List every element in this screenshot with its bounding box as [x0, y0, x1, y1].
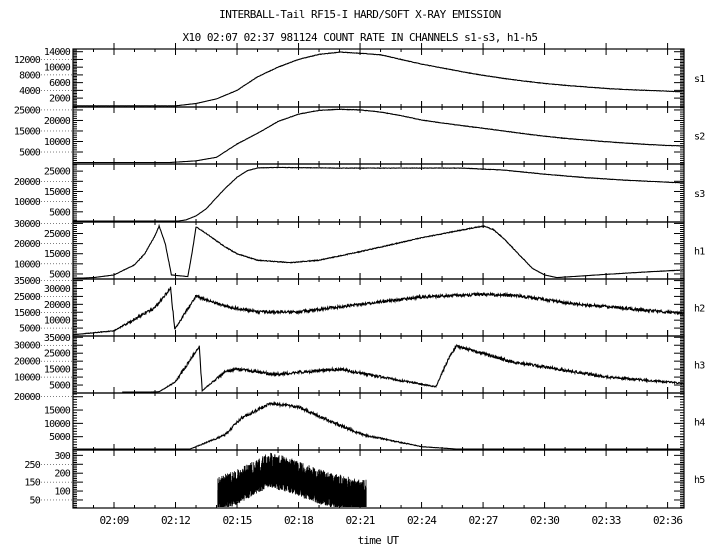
y-tick-label-s1: 8000 [19, 70, 41, 81]
y-tick-label-s1: 6000 [49, 78, 71, 89]
y-tick-label-h5: 50 [30, 495, 41, 506]
channel-label-h5: h5 [694, 475, 705, 486]
channel-label-h4: h4 [694, 418, 705, 429]
panel-frame-h3 [72, 335, 685, 394]
channel-label-h1: h1 [694, 247, 705, 258]
y-tick-label-s2: 20000 [44, 116, 71, 127]
y-tick-label-h4: 20000 [14, 392, 41, 403]
y-tick-label-h5: 300 [54, 451, 70, 462]
y-tick-label-h5: 250 [24, 460, 40, 471]
y-tick-label-s3: 5000 [49, 207, 71, 218]
series-s3 [73, 166, 684, 222]
y-tick-label-h3: 35000 [44, 333, 71, 344]
series-h2 [73, 286, 685, 336]
y-tick-label-h3: 20000 [14, 357, 41, 368]
y-tick-label-h5: 200 [54, 469, 70, 480]
channel-label-s1: s1 [694, 74, 705, 85]
chart-title: INTERBALL-Tail RF15-I HARD/SOFT X-RAY EM… [219, 8, 501, 21]
y-tick-label-s3: 10000 [14, 197, 41, 208]
series-s2 [73, 108, 684, 164]
panel-frame-h4 [72, 392, 685, 451]
y-tick-label-s2: 15000 [14, 126, 41, 137]
y-tick-label-s1: 4000 [19, 86, 41, 97]
y-tick-label-s1: 14000 [44, 47, 71, 58]
y-tick-label-h4: 5000 [49, 432, 71, 443]
panel-frame-s3 [72, 163, 685, 223]
y-tick-label-h4: 10000 [44, 419, 71, 430]
y-tick-label-s1: 12000 [14, 55, 41, 66]
y-tick-label-h1: 25000 [44, 229, 71, 240]
y-tick-label-s2: 10000 [44, 137, 71, 148]
series-h5 [217, 452, 367, 507]
y-tick-label-s1: 2000 [49, 94, 71, 105]
series-h3 [122, 343, 685, 393]
x-tick-label: 02:12 [161, 514, 190, 527]
y-tick-label-h1: 10000 [14, 259, 41, 270]
x-tick-label: 02:36 [653, 514, 682, 527]
y-tick-label-s3: 15000 [44, 187, 71, 198]
channel-label-s2: s2 [694, 132, 705, 143]
y-tick-label-h2: 5000 [19, 324, 41, 335]
x-tick-label: 02:33 [592, 514, 621, 527]
x-tick-label: 02:21 [345, 514, 374, 527]
y-tick-label-h3: 25000 [44, 349, 71, 360]
y-tick-label-h1: 15000 [44, 249, 71, 260]
x-tick-label: 02:27 [469, 514, 498, 527]
series-h1 [73, 223, 684, 279]
y-tick-label-h1: 5000 [49, 269, 71, 280]
series-h4 [73, 401, 684, 450]
x-tick-label: 02:30 [530, 514, 559, 527]
panel-frame-h2 [72, 278, 685, 337]
y-tick-label-s3: 25000 [44, 167, 71, 178]
y-tick-label-h5: 100 [54, 487, 70, 498]
panel-frame-h5 [72, 449, 685, 509]
y-tick-label-s2: 5000 [19, 148, 41, 159]
channel-label-s3: s3 [694, 189, 705, 200]
series-s1 [73, 51, 684, 107]
y-tick-label-h1: 30000 [14, 219, 41, 230]
y-tick-label-h4: 15000 [44, 406, 71, 417]
y-tick-label-s2: 25000 [14, 105, 41, 116]
y-tick-label-h2: 30000 [44, 284, 71, 295]
x-tick-label: 02:15 [222, 514, 251, 527]
y-tick-label-h3: 15000 [44, 365, 71, 376]
x-tick-label: 02:09 [99, 514, 128, 527]
x-tick-label: 02:24 [407, 514, 437, 527]
y-tick-label-s3: 20000 [14, 177, 41, 188]
y-tick-label-s1: 10000 [44, 63, 71, 74]
y-tick-label-h3: 5000 [49, 381, 71, 392]
y-tick-label-h5: 150 [24, 478, 40, 489]
y-tick-label-h2: 10000 [44, 316, 71, 327]
channel-label-h3: h3 [694, 361, 705, 372]
y-tick-label-h1: 20000 [14, 239, 41, 250]
chart-subtitle: X10 02:07 02:37 981124 COUNT RATE IN CHA… [182, 31, 538, 44]
y-tick-label-h2: 15000 [14, 308, 41, 319]
channel-label-h2: h2 [694, 304, 705, 315]
y-tick-label-h3: 10000 [14, 373, 41, 384]
y-tick-label-h2: 25000 [14, 292, 41, 303]
panel-frame-s2 [72, 106, 685, 165]
y-tick-label-h2: 35000 [14, 276, 41, 287]
x-axis-label: time UT [358, 534, 400, 547]
y-tick-label-h2: 20000 [44, 300, 71, 311]
panel-frame-s1 [72, 48, 685, 108]
x-tick-label: 02:18 [284, 514, 313, 527]
y-tick-label-h3: 30000 [14, 341, 41, 352]
panel-frame-h1 [72, 221, 685, 280]
